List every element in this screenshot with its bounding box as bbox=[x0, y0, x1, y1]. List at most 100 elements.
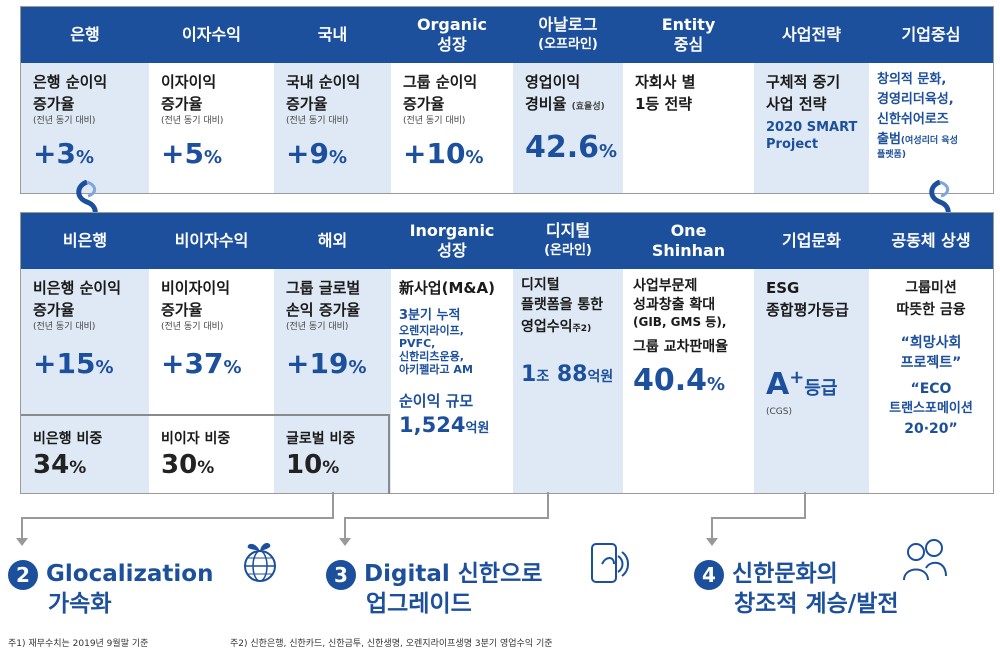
net-value: 1,524억원 bbox=[399, 413, 490, 437]
label: 성과창출 확대 bbox=[633, 297, 716, 313]
culture-line: 창의적 문화, bbox=[877, 72, 947, 87]
note: (전년 동기 대비) bbox=[286, 322, 349, 332]
label: 자회사 별 bbox=[635, 73, 696, 91]
label: 사업부문제 bbox=[633, 278, 698, 294]
theme-title: Glocalization bbox=[46, 561, 214, 587]
bot-col-inorganic: Inorganic 성장 新사업(M&A) 3분기 누적 오렌지라이프, PVFC… bbox=[391, 213, 513, 493]
share-nonbank: 비은행 비중 34% bbox=[33, 431, 103, 480]
theme-number: 3 bbox=[326, 560, 356, 590]
label: 손익 증가율 bbox=[286, 301, 361, 319]
people-icon bbox=[903, 539, 947, 581]
ma-item: 오렌지라이프, bbox=[399, 324, 464, 337]
label: 경비율 (효율성) bbox=[525, 95, 605, 113]
label: 영업이익 bbox=[525, 73, 581, 91]
project-quote: 20·20” bbox=[904, 421, 958, 437]
theme-number: 4 bbox=[694, 560, 724, 590]
bot-col-overseas: 해외 그룹 글로벌 손익 증가율 (전년 동기 대비) +19% bbox=[274, 213, 391, 493]
share-box: 비은행 비중 34% 비이자 비중 30% 글로벌 비중 10% bbox=[21, 414, 390, 494]
project-line: 2020 SMART bbox=[766, 120, 858, 135]
note: (전년 동기 대비) bbox=[161, 116, 224, 126]
label: (GIB, GMS 등), bbox=[633, 315, 727, 329]
label: 그룹 순이익 bbox=[403, 73, 478, 91]
bot-col-culture: 기업문화 ESG 종합평가등급 A+등급 (CGS) bbox=[754, 213, 869, 493]
label: 그룹 교차판매율 bbox=[633, 339, 729, 355]
theme-subtitle: 가속화 bbox=[48, 591, 112, 617]
label: 국내 순이익 bbox=[286, 73, 361, 91]
note: (전년 동기 대비) bbox=[33, 116, 96, 126]
globe-plant-icon bbox=[244, 542, 276, 582]
header-culture: 기업문화 bbox=[754, 213, 869, 269]
note: (전년 동기 대비) bbox=[161, 322, 224, 332]
footnote-1: 주1) 재무수치는 2019년 9월말 기준 bbox=[8, 639, 149, 649]
project-quote: 프로젝트” bbox=[900, 355, 962, 371]
label: 新사업(M&A) bbox=[399, 279, 495, 297]
note: (CGS) bbox=[766, 407, 792, 417]
value: +3% bbox=[33, 137, 94, 170]
value: 1조 88억원 bbox=[521, 362, 614, 387]
project-quote: “희망사회 bbox=[900, 335, 962, 351]
label: 증가율 bbox=[403, 95, 445, 113]
label: 구체적 중기 bbox=[766, 73, 841, 91]
ma-item: 아키펠라고 AM bbox=[399, 363, 473, 376]
value: +10% bbox=[403, 137, 484, 170]
quarter-label: 3분기 누적 bbox=[399, 308, 461, 323]
theme-title: Digital 신한으로 bbox=[364, 561, 543, 587]
label: 증가율 bbox=[161, 301, 203, 319]
value: +5% bbox=[161, 137, 222, 170]
footnote-2: 주2) 신한은행, 신한카드, 신한금투, 신한생명, 오렌지라이프생명 3분기… bbox=[230, 639, 553, 649]
bot-col-digital: 디지털 (온라인) 디지털 플랫폼을 통한 영업수익주2) 1조 88억원 bbox=[513, 213, 623, 493]
header-overseas: 해외 bbox=[274, 213, 391, 269]
share-noninterest: 비이자 비중 30% bbox=[161, 431, 231, 480]
net-label: 순이익 규모 bbox=[399, 392, 474, 410]
theme-number: 2 bbox=[8, 560, 38, 590]
value: A+등급 bbox=[766, 367, 838, 402]
top-col-interest: 이자수익 이자이익 증가율 (전년 동기 대비) +5% bbox=[149, 7, 274, 193]
share-global: 글로벌 비중 10% bbox=[286, 431, 356, 480]
header-domestic: 국내 bbox=[274, 7, 391, 63]
label: 그룹미션 bbox=[905, 280, 957, 296]
label: 증가율 bbox=[33, 301, 75, 319]
label: 디지털 bbox=[521, 277, 560, 293]
culture-line: 출범(여성리더 육성 bbox=[877, 132, 958, 147]
top-col-organic: Organic 성장 그룹 순이익 증가율 (전년 동기 대비) +10% bbox=[391, 7, 513, 193]
bot-col-noninterest: 비이자수익 비이자이익 증가율 (전년 동기 대비) +37% bbox=[149, 213, 274, 493]
theme-subtitle: 창조적 계승/발전 bbox=[734, 591, 899, 617]
header-digital: 디지털 (온라인) bbox=[513, 213, 623, 269]
value: +37% bbox=[161, 347, 242, 380]
header-inorganic: Inorganic 성장 bbox=[391, 213, 513, 269]
ma-item: 신한리츠운용, bbox=[399, 350, 464, 363]
culture-line: 신한쉬어로즈 bbox=[877, 112, 949, 127]
header-entity: Entity 중심 bbox=[623, 7, 754, 63]
header-analog: 아날로그 (오프라인) bbox=[513, 7, 623, 63]
label: 증가율 bbox=[161, 95, 203, 113]
project-line: Project bbox=[766, 137, 819, 152]
label: 증가율 bbox=[33, 95, 75, 113]
bottom-panel: 비은행 비은행 순이익 증가율 (전년 동기 대비) +15% 비이자수익 비이… bbox=[20, 212, 994, 494]
label: 증가율 bbox=[286, 95, 328, 113]
value: +9% bbox=[286, 137, 347, 170]
theme-subtitle: 업그레이드 bbox=[366, 591, 472, 617]
connector-lines bbox=[16, 492, 806, 546]
top-col-entity: Entity 중심 자회사 별 1등 전략 bbox=[623, 7, 754, 193]
culture-note: 플랫폼) bbox=[877, 150, 906, 160]
label: 따뜻한 금융 bbox=[896, 302, 966, 318]
phone-tap-icon bbox=[591, 543, 629, 583]
header-corporate: 기업중심 bbox=[869, 7, 993, 63]
top-col-strategy: 사업전략 구체적 중기 사업 전략 2020 SMART Project bbox=[754, 7, 869, 193]
label: 비은행 순이익 bbox=[33, 279, 122, 297]
project-quote: 트랜스포메이션 bbox=[889, 401, 973, 416]
value: +15% bbox=[33, 347, 114, 380]
header-organic: Organic 성장 bbox=[391, 7, 513, 63]
top-col-bank: 은행 은행 순이익 증가율 (전년 동기 대비) +3% bbox=[21, 7, 149, 193]
label: 그룹 글로벌 bbox=[286, 279, 361, 297]
label: ESG bbox=[766, 279, 800, 297]
label: 사업 전략 bbox=[766, 95, 827, 113]
bot-col-oneshinhan: One Shinhan 사업부문제 성과창출 확대 (GIB, GMS 등), 그… bbox=[623, 213, 754, 493]
value: 42.6% bbox=[525, 130, 618, 165]
header-community: 공동체 상생 bbox=[869, 213, 993, 269]
label: 1등 전략 bbox=[635, 95, 693, 113]
label: 비이자이익 bbox=[161, 279, 231, 297]
header-oneshinhan: One Shinhan bbox=[623, 213, 754, 269]
theme-culture: 4 신한문화의 창조적 계승/발전 bbox=[694, 560, 899, 618]
ma-item: PVFC, bbox=[399, 337, 436, 350]
